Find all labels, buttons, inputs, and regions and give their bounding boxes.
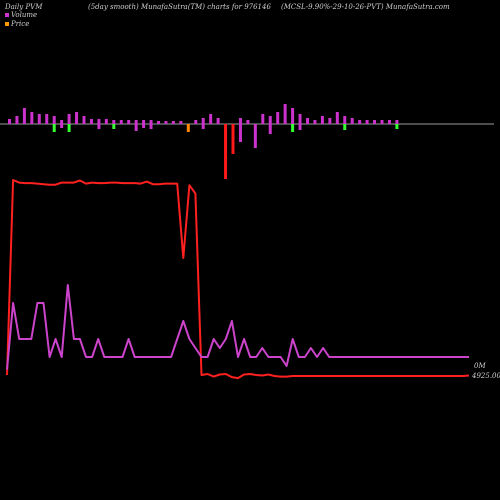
volume-bar-up <box>320 116 324 124</box>
volume-bar-down <box>97 124 101 129</box>
volume-bar-up <box>97 119 101 124</box>
volume-bar-up <box>261 114 265 124</box>
volume-axis-label: 0M <box>474 362 486 370</box>
legend-price: Price <box>5 20 29 28</box>
volume-bar-up <box>246 120 250 124</box>
volume-bar-down <box>52 124 56 132</box>
volume-bar-up <box>60 120 64 124</box>
legend-volume-label: Volume <box>11 11 38 19</box>
volume-bar-up <box>291 108 295 124</box>
legend-price-swatch <box>5 22 9 26</box>
legend-price-label: Price <box>11 20 30 28</box>
volume-line <box>6 284 469 370</box>
volume-bar-down <box>142 124 146 128</box>
volume-bar-down <box>67 124 71 132</box>
volume-bar-down <box>60 124 64 128</box>
volume-bar-down <box>291 124 295 132</box>
volume-bar-down <box>149 124 153 129</box>
volume-bar-up <box>104 119 108 124</box>
chart-header-left: Daily PVM <box>5 3 43 11</box>
volume-bar-up <box>298 114 302 124</box>
volume-bar-up <box>194 120 198 124</box>
volume-bar-up <box>350 118 354 124</box>
volume-bar-down <box>395 124 399 129</box>
volume-bar-up <box>179 121 183 124</box>
volume-bar-down <box>238 124 242 142</box>
volume-bar-down <box>268 124 272 134</box>
volume-bar-up <box>313 120 317 124</box>
volume-bar-down <box>343 124 347 130</box>
volume-bar-up <box>201 118 205 124</box>
volume-bar-up <box>127 120 131 124</box>
volume-bar-up <box>157 121 160 124</box>
volume-bar-down <box>201 124 205 129</box>
legend-volume: Volume <box>5 11 37 19</box>
volume-bar-up <box>149 120 153 124</box>
volume-bar-up <box>67 114 71 124</box>
legend-volume-swatch <box>5 13 9 17</box>
volume-bar-up <box>395 120 399 124</box>
volume-bar-up <box>89 119 93 124</box>
volume-bar-up <box>112 120 116 124</box>
volume-bar-up <box>171 121 175 124</box>
volume-bar-up <box>134 120 138 124</box>
volume-bar-up <box>306 118 309 124</box>
volume-bar-up <box>358 120 362 124</box>
volume-bar-down <box>186 124 190 132</box>
volume-bar-up <box>82 116 86 124</box>
price-axis-label: 4925.00 <box>471 372 500 380</box>
volume-bar-up <box>8 119 11 124</box>
volume-bar-up <box>283 104 287 124</box>
volume-bar-up <box>268 116 272 124</box>
chart-header-title: (5day smooth) MunafaSutra(TM) charts for… <box>88 3 271 11</box>
volume-bar-up <box>30 112 34 124</box>
volume-bar-up <box>238 118 242 124</box>
volume-bar-down <box>231 124 235 154</box>
volume-bar-up <box>119 120 123 124</box>
volume-bar-down <box>298 124 302 130</box>
volume-bar-down <box>112 124 116 129</box>
volume-bar-up <box>343 116 347 124</box>
volume-bar-up <box>387 120 391 124</box>
volume-bar-up <box>142 120 146 124</box>
volume-bar-down <box>253 124 257 148</box>
volume-bar-up <box>75 112 79 124</box>
volume-bar-up <box>373 120 377 124</box>
volume-bar-up <box>52 116 56 124</box>
volume-bar-up <box>15 116 19 124</box>
volume-bar-up <box>276 112 280 124</box>
volume-bar-up <box>335 112 339 124</box>
volume-bar-up <box>164 121 168 124</box>
volume-bar-up <box>45 114 49 124</box>
volume-bar-up <box>328 118 332 124</box>
price-line <box>6 179 470 380</box>
volume-bar-up <box>380 120 384 124</box>
chart-header-right: (MCSL-9.90%-29-10-26-PVT) MunafaSutra.co… <box>281 3 450 11</box>
volume-bar-up <box>216 118 220 124</box>
volume-bar-up <box>37 114 41 124</box>
volume-bar-up <box>365 120 369 124</box>
volume-bar-up <box>22 108 26 124</box>
volume-bar-down <box>224 124 228 179</box>
volume-bar-up <box>209 114 213 124</box>
volume-bar-down <box>134 124 138 131</box>
